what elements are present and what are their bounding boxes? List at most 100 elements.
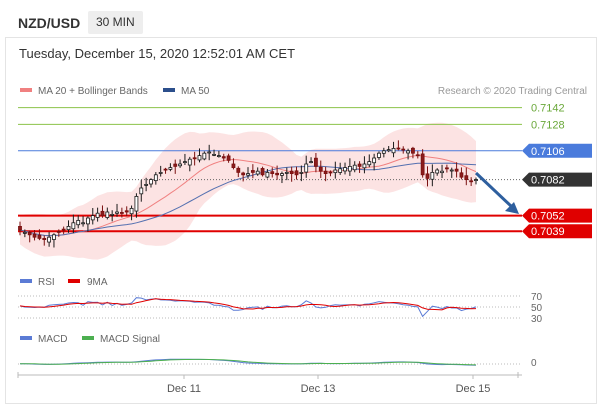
x-axis: Dec 11 Dec 13 Dec 15 [17, 372, 522, 395]
candle-body [37, 234, 42, 239]
candle-body [81, 222, 85, 225]
candle-body [250, 170, 255, 173]
candle [90, 208, 95, 225]
credit-text: Research © 2020 Trading Central [438, 86, 587, 97]
candle [406, 148, 410, 160]
level-tag-pivot: 0.7106 [522, 143, 592, 158]
candle-body [391, 147, 396, 154]
candle [469, 177, 474, 187]
x-tick-label: Dec 15 [456, 383, 491, 395]
instrument-title: NZD/USD [18, 15, 81, 31]
candle [86, 216, 90, 232]
candle [377, 151, 381, 160]
candle [18, 221, 22, 236]
bollinger-bands [20, 122, 476, 260]
candle [100, 205, 105, 218]
level-value-label: 0.7106 [531, 146, 565, 158]
candle [81, 216, 85, 227]
candle [66, 220, 71, 233]
candle-body [347, 165, 352, 172]
candle-body [149, 179, 153, 185]
candle-body [42, 238, 47, 240]
candle [144, 177, 149, 192]
candle-body [76, 219, 81, 226]
candle-body [454, 168, 459, 172]
candle [338, 162, 343, 175]
rsi-level-label: 50 [531, 303, 543, 314]
candle [396, 140, 401, 151]
candle [158, 165, 163, 177]
ma20-swatch [20, 88, 32, 92]
candle-body [386, 149, 391, 152]
chart-header: NZD/USD 30 MIN [0, 0, 601, 36]
candle [372, 153, 377, 171]
candle-body [158, 171, 163, 174]
forecast-arrow [474, 171, 519, 214]
forecast-arrow-shaft [474, 171, 514, 209]
candle-body [178, 163, 182, 167]
candle [270, 167, 275, 178]
candle [119, 207, 124, 218]
candle [110, 210, 115, 222]
candle [347, 158, 352, 176]
level-value-label: 0.7142 [531, 103, 565, 115]
x-tick-label: Dec 11 [167, 383, 201, 395]
macd-signal-legend-label: MACD Signal [100, 334, 160, 345]
candle [202, 151, 207, 161]
candle-body [255, 170, 260, 175]
candle [95, 207, 100, 222]
candle-body [124, 210, 129, 213]
candle-body [22, 231, 27, 234]
candle-body [192, 157, 197, 160]
candle-body [435, 169, 440, 174]
candle-body [280, 173, 284, 176]
candle [411, 146, 415, 159]
candle-body [207, 151, 212, 154]
candle-body [66, 225, 71, 231]
candle-body [430, 171, 435, 180]
rsi-line [19, 297, 477, 318]
candle-body [314, 157, 318, 167]
candle [459, 167, 464, 180]
candle-body [212, 153, 216, 156]
candle-body [381, 150, 386, 154]
candle [435, 168, 440, 176]
ma50-legend-label: MA 50 [181, 86, 210, 97]
ma20-line [19, 154, 477, 237]
level-tag-resistance: 0.7128 [531, 119, 565, 131]
ma50-swatch [163, 88, 175, 92]
candle [280, 171, 284, 184]
candle [464, 167, 469, 186]
candle-body [61, 228, 66, 231]
x-tick-label: Dec 13 [301, 383, 336, 395]
candle [246, 167, 250, 179]
candle-body [444, 167, 449, 170]
candle-body [401, 148, 406, 151]
candle-body [440, 170, 444, 174]
candle [149, 178, 153, 188]
candle-body [115, 211, 119, 214]
candle [343, 162, 347, 175]
candle [304, 155, 309, 178]
rsi-swatch [20, 279, 32, 283]
timeframe-button[interactable]: 30 MIN [88, 11, 143, 34]
candle-body [216, 155, 221, 158]
level-value-label: 0.7052 [531, 211, 565, 223]
level-value-label: 0.7039 [531, 226, 565, 238]
candle-body [197, 155, 202, 161]
candle [250, 164, 255, 179]
macd-signal-line [20, 358, 477, 366]
candle [22, 229, 27, 238]
macd-swatch [20, 336, 32, 340]
candle [221, 153, 226, 162]
candle [284, 167, 289, 181]
level-tag-bg [522, 172, 592, 187]
candle [391, 141, 396, 158]
candle-body [163, 168, 168, 171]
candle-body [95, 212, 100, 218]
candle-body [110, 213, 115, 216]
candle [241, 171, 246, 182]
candle-body [241, 172, 246, 176]
candle [333, 161, 338, 179]
